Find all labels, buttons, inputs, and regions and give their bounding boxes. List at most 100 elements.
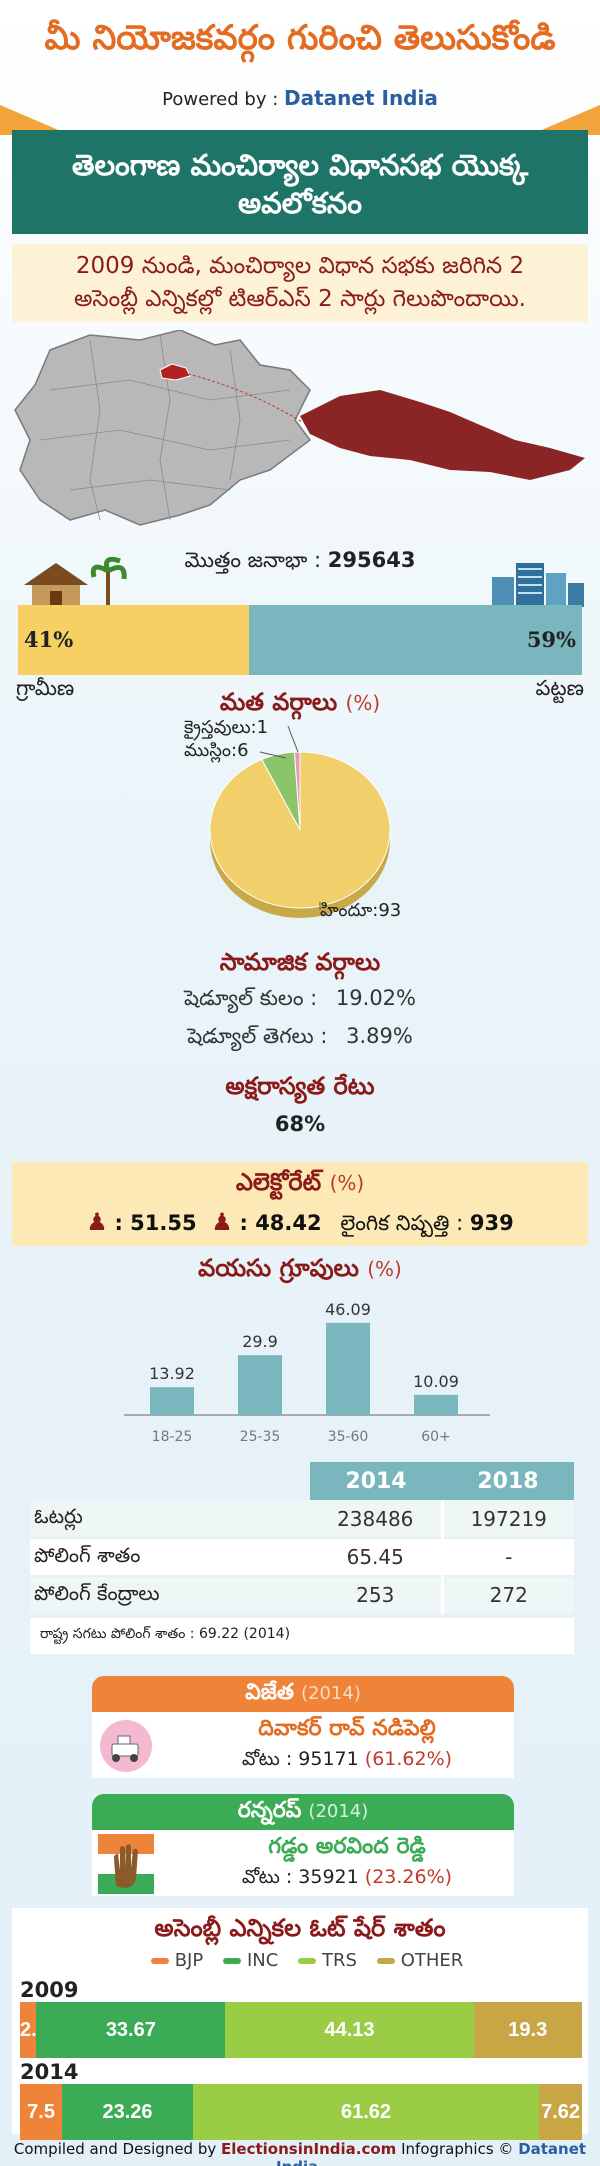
year-label-2009: 2009 [20,1978,79,2002]
vote-share-segment-bjp: 2.89 [20,2002,59,2058]
state-map-shape [14,330,312,526]
sc-row: షెడ్యూల్ కులం : 19.02% [0,986,600,1016]
population-label: మొత్తం జనాభా : [184,548,322,572]
cell-2014: 238486 [310,1500,442,1539]
banner-line-2: అవలోకనం [237,186,362,220]
runnerup-name: గడ్డం అరవింద రెడ్డి [268,1834,426,1859]
age-category-label: 25-35 [240,1429,281,1445]
age-title: వయసు గ్రూపులు [198,1254,359,1282]
state-average-note: రాష్ట్ర సగటు పోలింగ్ శాతం : 69.22 (2014) [30,1618,574,1654]
stats-table: 2014 2018 ఓటర్లు 238486 197219 పోలింగ్ శ… [30,1462,574,1615]
rural-bar-segment [18,605,250,675]
age-bar-60+ [414,1394,458,1415]
page-title: మీ నియోజకవర్గం గురించి తెలుసుకోండి [44,18,556,58]
winner-box: దివాకర్ రావ్ నడిపెల్లి వోటు : 95171 (61.… [92,1712,514,1778]
runnerup-tab: రన్నరప్ (2014) [92,1794,514,1830]
vote-share-heading: అసెంబ్లీ ఎన్నికల ఓట్ షేర్ శాతం [154,1914,446,1942]
age-value-label: 13.92 [149,1364,195,1383]
inc-hand-symbol-icon [98,1834,154,1894]
religion-heading: మత వర్గాలు (%) [0,688,600,722]
table-header-blank [30,1462,310,1500]
footer-compiled: Compiled and Designed by [13,2140,217,2158]
cell-2014: 65.45 [310,1538,442,1577]
city-buildings-icon [492,563,584,607]
footer-brand-datanet[interactable]: Datanet India. [276,2140,587,2166]
age-heading: వయసు గ్రూపులు (%) [0,1254,600,1288]
footer-brand-elections[interactable]: ElectionsinIndia.com [221,2140,397,2158]
rural-urban-bar: 41% 59% [18,605,582,675]
summary-line-1: 2009 నుండి, మంచిర్యాల విధాన సభకు జరిగిన … [75,253,525,279]
religion-pie-chart [209,725,391,918]
runnerup-votes-pct: (23.26%) [364,1866,453,1888]
age-bar-25-35 [238,1355,282,1415]
christian-leader [287,725,299,753]
legend-swatch-inc [222,1958,241,1964]
vote-share-segment-inc: 23.26 [62,2084,193,2140]
cell-2014: 253 [310,1576,442,1615]
trs-party-symbol-icon [100,1720,152,1772]
vote-share-segment-other: 19.3 [473,2002,582,2058]
row-label: ఓటర్లు [30,1500,310,1539]
table-row: ఓటర్లు 238486 197219 [30,1500,574,1539]
population-value: 295643 [327,548,416,572]
sc-label: షెడ్యూల్ కులం : [183,986,318,1010]
age-value-label: 46.09 [325,1300,371,1319]
constituency-highlight [159,363,191,381]
female-value: : 48.42 [239,1211,322,1235]
electorate-row: ♟ : 51.55 ♟ : 48.42 లైంగిక నిష్పత్తి : 9… [0,1208,600,1241]
vote-share-segment-trs: 61.62 [192,2084,540,2140]
age-value-label: 10.09 [413,1372,459,1391]
literacy-value: 68% [274,1112,326,1136]
legend-inc: INC [246,1950,279,1971]
table-header-2018: 2018 [442,1462,574,1500]
vote-share-legend: BJP INC TRS OTHER [0,1950,600,1971]
social-heading: సామాజిక వర్గాలు [219,948,381,976]
rural-label: గ్రామీణ [16,676,75,700]
winner-name: దివాకర్ రావ్ నడిపెల్లి [258,1716,436,1741]
constituency-enlarged [300,390,585,480]
age-category-label: 35-60 [328,1429,369,1445]
sex-ratio-value: 939 [469,1211,514,1235]
constituency-map [14,330,585,526]
religion-unit: (%) [345,691,381,715]
banner-line-1: తెలంగాణ మంచిర్యాల విధానసభ యొక్క [71,148,529,182]
table-header-2014: 2014 [310,1462,442,1500]
electorate-unit: (%) [329,1171,365,1195]
urban-percent: 59% [526,627,576,652]
urban-label: పట్టణ [535,676,585,700]
row-label: పోలింగ్ కేంద్రాలు [30,1576,310,1615]
age-value-label: 29.9 [242,1332,278,1351]
st-row: షెడ్యూల్ తెగలు : 3.89% [0,1024,600,1054]
pie-slice-hindu [209,751,391,909]
st-value: 3.89% [346,1024,413,1048]
male-icon: ♟ [86,1208,108,1236]
powered-brand[interactable]: Datanet India [284,86,438,110]
rural-percent: 41% [24,627,74,652]
powered-by: Powered by : Datanet India [0,86,600,110]
title-banner: తెలంగాణ మంచిర్యాల విధానసభ యొక్క అవలోకనం [12,130,588,234]
muslim-label: ముస్లిం:6 [184,740,249,761]
electorate-heading: ఎలెక్టోరేట్ (%) [0,1168,600,1202]
legend-bjp: BJP [174,1950,204,1971]
age-bar-chart: 13.92 18-25 29.9 25-35 46.09 35-60 10.09 60+ [124,1300,490,1445]
powered-label: Powered by : [162,89,279,110]
legend-swatch-bjp [150,1958,169,1964]
vote-share-segment-other: 7.62 [539,2084,582,2140]
row-label: పోలింగ్ శాతం [30,1538,310,1577]
hindu-label: హిందూ:93 [320,900,402,921]
pointer-line [187,373,303,423]
age-bar-35-60 [326,1322,370,1415]
vote-share-segment-trs: 44.13 [225,2002,474,2058]
legend-swatch-trs [298,1958,317,1964]
cell-2018: 272 [440,1576,574,1615]
summary-box: 2009 నుండి, మంచిర్యాల విధాన సభకు జరిగిన … [12,244,588,322]
winner-votes: వోటు : 95171 (61.62%) [182,1748,512,1775]
table-row: పోలింగ్ శాతం 65.45 - [30,1538,574,1577]
winner-votes-label: వోటు : 95171 [241,1748,359,1770]
legend-trs: TRS [322,1950,357,1971]
sc-value: 19.02% [335,986,416,1010]
sex-ratio-label: లైంగిక నిష్పత్తి : [340,1211,464,1235]
village-hut-icon [24,556,127,607]
vote-share-segment-bjp: 7.5 [20,2084,63,2140]
